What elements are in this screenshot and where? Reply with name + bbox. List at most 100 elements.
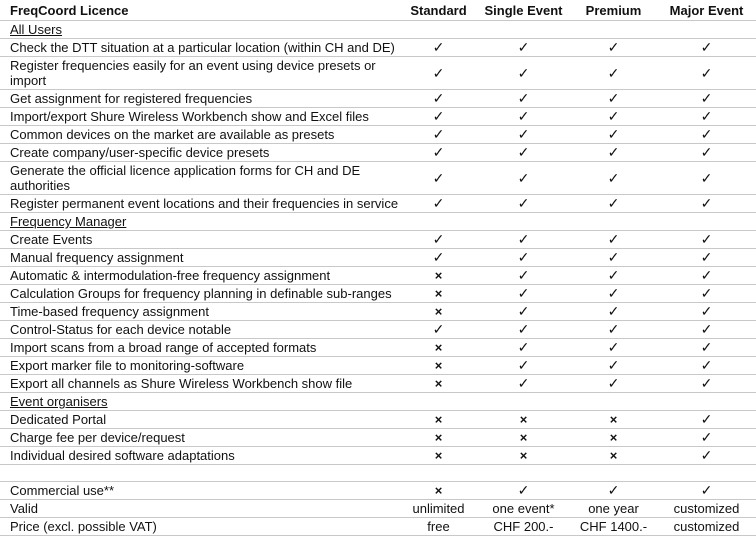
value-cell: ✓: [657, 266, 756, 285]
value-cell: ×: [477, 410, 570, 429]
cell-text: ✓: [700, 267, 713, 283]
cell-text: unlimited: [412, 501, 465, 517]
table-row: All Users: [0, 20, 756, 39]
value-cell: ✓: [657, 320, 756, 339]
value-cell: ✓: [477, 374, 570, 393]
cell-text: ✓: [432, 126, 445, 142]
cell-text: ×: [609, 430, 618, 445]
value-cell: ✓: [477, 338, 570, 357]
cell-text: ✓: [607, 321, 620, 337]
value-cell: ×: [400, 284, 477, 303]
cell-text: ✓: [607, 195, 620, 211]
header-row: FreqCoord Licence Standard Single Event …: [0, 0, 756, 21]
feature-label: Export all channels as Shure Wireless Wo…: [0, 374, 400, 393]
cell-text: ×: [609, 412, 618, 427]
value-cell: ✓: [570, 284, 657, 303]
cell-text: ✓: [517, 90, 530, 106]
value-cell: ✓: [570, 107, 657, 126]
value-cell: ×: [400, 410, 477, 429]
value-cell: ✓: [400, 107, 477, 126]
value-cell: ✓: [570, 374, 657, 393]
value-cell: ✓: [400, 125, 477, 144]
table-row: Generate the official licence applicatio…: [0, 161, 756, 195]
value-cell: ✓: [657, 284, 756, 303]
value-cell: ✓: [570, 89, 657, 108]
cell-text: ✓: [700, 169, 713, 186]
value-cell: ✓: [657, 56, 756, 90]
value-cell: ✓: [657, 161, 756, 195]
value-cell: ×: [400, 374, 477, 393]
cell-text: ×: [434, 358, 443, 373]
table-row: Charge fee per device/request × × × ✓: [0, 428, 756, 447]
header-cell: FreqCoord Licence: [0, 0, 400, 21]
cell-text: CHF 200.-: [493, 519, 554, 535]
value-cell: free: [400, 517, 477, 537]
value-cell: ✓: [477, 302, 570, 321]
value-cell: ✓: [400, 56, 477, 90]
table-row: Import scans from a broad range of accep…: [0, 338, 756, 357]
header-cell: Single Event: [477, 0, 570, 21]
cell-text: ✓: [517, 64, 530, 81]
cell-text: ✓: [432, 195, 445, 211]
table-row: Dedicated Portal × × × ✓: [0, 410, 756, 429]
value-cell: ✓: [570, 302, 657, 321]
cell-text: ✓: [607, 303, 620, 319]
cell-text: ✓: [607, 39, 620, 55]
value-cell: ✓: [477, 161, 570, 195]
cell-text: ✓: [517, 39, 530, 55]
cell-text: ✓: [517, 285, 530, 301]
cell-text: ✓: [700, 195, 713, 211]
cell-text: ✓: [700, 39, 713, 55]
cell-text: ×: [434, 448, 443, 463]
cell-text: ×: [434, 412, 443, 427]
cell-text: ✓: [607, 144, 620, 160]
feature-label: Time-based frequency assignment: [0, 302, 400, 321]
value-cell: ✓: [657, 374, 756, 393]
value-cell: ✓: [400, 248, 477, 267]
table-row: Register frequencies easily for an event…: [0, 56, 756, 90]
value-cell: ✓: [400, 161, 477, 195]
value-cell: ✓: [400, 194, 477, 213]
cell-text: customized: [673, 519, 740, 535]
cell-text: CHF 1400.-: [579, 519, 648, 535]
value-cell: ×: [570, 428, 657, 447]
table-row: [0, 464, 756, 483]
cell-text: one event*: [492, 501, 555, 517]
cell-text: ✓: [700, 144, 713, 160]
cell-text: ×: [434, 304, 443, 319]
value-cell: ✓: [570, 266, 657, 285]
table-row: Individual desired software adaptations ×…: [0, 446, 756, 465]
value-cell: ✓: [400, 143, 477, 162]
table-row: Commercial use** × ✓ ✓ ✓: [0, 481, 756, 501]
cell-text: ×: [434, 430, 443, 445]
feature-label: Import scans from a broad range of accep…: [0, 338, 400, 357]
value-cell: ✓: [657, 410, 756, 429]
value-cell: ✓: [657, 446, 756, 465]
cell-text: ✓: [517, 482, 530, 499]
value-cell: ✓: [477, 194, 570, 213]
cell-text: ✓: [517, 108, 530, 124]
value-cell: ×: [570, 446, 657, 465]
cell-text: ✓: [607, 231, 620, 247]
value-cell: ✓: [570, 481, 657, 501]
table-row: Time-based frequency assignment × ✓ ✓ ✓: [0, 302, 756, 321]
value-cell: ✓: [570, 338, 657, 357]
feature-label: Get assignment for registered frequencie…: [0, 89, 400, 108]
value-cell: ✓: [657, 230, 756, 249]
value-cell: ✓: [477, 125, 570, 144]
feature-label: Calculation Groups for frequency plannin…: [0, 284, 400, 303]
cell-text: ✓: [432, 144, 445, 160]
cell-text: free: [427, 519, 450, 535]
cell-text: ✓: [607, 108, 620, 124]
table-row: Export marker file to monitoring-softwar…: [0, 356, 756, 375]
cell-text: ✓: [700, 411, 713, 427]
table-row: Common devices on the market are availab…: [0, 125, 756, 144]
table-row: Create company/user-specific device pres…: [0, 143, 756, 162]
cell-text: ✓: [700, 126, 713, 142]
cell-text: ✓: [700, 482, 713, 499]
cell-text: ✓: [700, 108, 713, 124]
value-cell: ✓: [657, 248, 756, 267]
cell-text: ✓: [607, 169, 620, 186]
table-row: Export all channels as Shure Wireless Wo…: [0, 374, 756, 393]
